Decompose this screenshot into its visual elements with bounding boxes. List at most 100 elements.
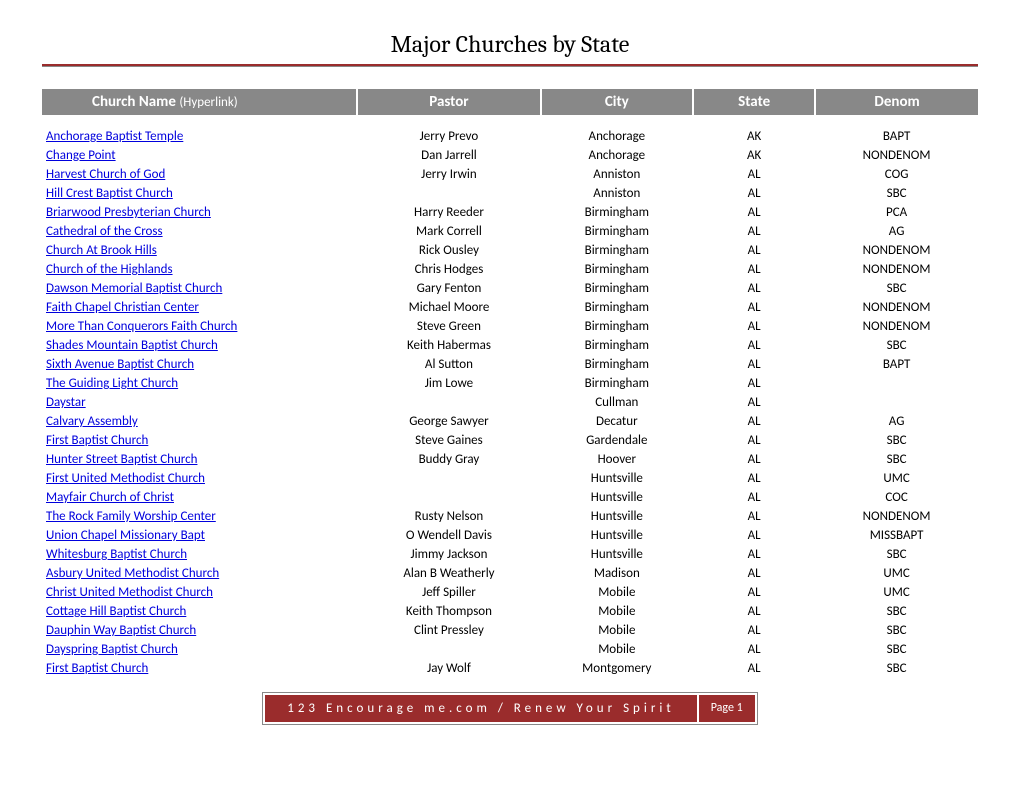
church-link[interactable]: First Baptist Church bbox=[46, 661, 148, 676]
church-link[interactable]: Whitesburg Baptist Church bbox=[46, 547, 187, 562]
cell-city: Montgomery bbox=[541, 659, 694, 678]
cell-name: Christ United Methodist Church bbox=[42, 583, 357, 602]
table-row: Whitesburg Baptist ChurchJimmy JacksonHu… bbox=[42, 545, 978, 564]
cell-name: Hunter Street Baptist Church bbox=[42, 450, 357, 469]
cell-name: More Than Conquerors Faith Church bbox=[42, 317, 357, 336]
church-link[interactable]: Harvest Church of God bbox=[46, 167, 165, 182]
cell-state: AL bbox=[693, 450, 815, 469]
col-header-pastor: Pastor bbox=[357, 89, 540, 115]
church-link[interactable]: Christ United Methodist Church bbox=[46, 585, 213, 600]
cell-denom: UMC bbox=[815, 583, 978, 602]
cell-state: AL bbox=[693, 184, 815, 203]
cell-state: AL bbox=[693, 640, 815, 659]
cell-state: AL bbox=[693, 412, 815, 431]
cell-city: Huntsville bbox=[541, 488, 694, 507]
cell-city: Mobile bbox=[541, 621, 694, 640]
church-link[interactable]: Daystar bbox=[46, 395, 86, 410]
cell-state: AL bbox=[693, 355, 815, 374]
cell-city: Birmingham bbox=[541, 222, 694, 241]
cell-city: Birmingham bbox=[541, 241, 694, 260]
cell-state: AL bbox=[693, 165, 815, 184]
church-link[interactable]: Dauphin Way Baptist Church bbox=[46, 623, 196, 638]
cell-denom: UMC bbox=[815, 469, 978, 488]
table-row: Change PointDan JarrellAnchorageAKNONDEN… bbox=[42, 146, 978, 165]
church-link[interactable]: Dawson Memorial Baptist Church bbox=[46, 281, 222, 296]
cell-state: AL bbox=[693, 602, 815, 621]
cell-city: Huntsville bbox=[541, 507, 694, 526]
cell-pastor: Michael Moore bbox=[357, 298, 540, 317]
page-title: Major Churches by State bbox=[42, 30, 978, 64]
cell-denom: SBC bbox=[815, 621, 978, 640]
cell-pastor: Keith Habermas bbox=[357, 336, 540, 355]
cell-pastor: Clint Pressley bbox=[357, 621, 540, 640]
table-row: DaystarCullmanAL bbox=[42, 393, 978, 412]
church-link[interactable]: Hunter Street Baptist Church bbox=[46, 452, 197, 467]
church-link[interactable]: Cathedral of the Cross bbox=[46, 224, 163, 239]
cell-state: AL bbox=[693, 469, 815, 488]
church-link[interactable]: First United Methodist Church bbox=[46, 471, 205, 486]
col-header-city: City bbox=[541, 89, 694, 115]
cell-state: AL bbox=[693, 279, 815, 298]
table-row: Union Chapel Missionary BaptO Wendell Da… bbox=[42, 526, 978, 545]
church-link[interactable]: Church of the Highlands bbox=[46, 262, 173, 277]
cell-name: Faith Chapel Christian Center bbox=[42, 298, 357, 317]
cell-denom: SBC bbox=[815, 640, 978, 659]
church-link[interactable]: Cottage Hill Baptist Church bbox=[46, 604, 186, 619]
cell-pastor: Chris Hodges bbox=[357, 260, 540, 279]
table-row: Dawson Memorial Baptist ChurchGary Fento… bbox=[42, 279, 978, 298]
cell-name: Change Point bbox=[42, 146, 357, 165]
cell-name: Dauphin Way Baptist Church bbox=[42, 621, 357, 640]
cell-city: Hoover bbox=[541, 450, 694, 469]
church-link[interactable]: Union Chapel Missionary Bapt bbox=[46, 528, 205, 543]
cell-pastor bbox=[357, 393, 540, 412]
church-link[interactable]: Anchorage Baptist Temple bbox=[46, 129, 183, 144]
church-link[interactable]: Briarwood Presbyterian Church bbox=[46, 205, 211, 220]
cell-state: AL bbox=[693, 507, 815, 526]
footer-text: 123 Encourage me.com / Renew Your Spirit bbox=[265, 695, 698, 722]
cell-denom: AG bbox=[815, 412, 978, 431]
church-link[interactable]: Mayfair Church of Christ bbox=[46, 490, 174, 505]
table-row: The Rock Family Worship CenterRusty Nels… bbox=[42, 507, 978, 526]
col-header-name: Church Name (Hyperlink) bbox=[42, 89, 357, 115]
cell-denom: SBC bbox=[815, 450, 978, 469]
church-link[interactable]: Hill Crest Baptist Church bbox=[46, 186, 173, 201]
cell-state: AL bbox=[693, 298, 815, 317]
cell-name: Church At Brook Hills bbox=[42, 241, 357, 260]
col-header-name-text: Church Name bbox=[92, 93, 176, 111]
col-header-denom: Denom bbox=[815, 89, 978, 115]
cell-city: Mobile bbox=[541, 583, 694, 602]
church-link[interactable]: The Rock Family Worship Center bbox=[46, 509, 216, 524]
cell-denom: SBC bbox=[815, 545, 978, 564]
title-rule bbox=[42, 64, 978, 67]
table-row: Cottage Hill Baptist ChurchKeith Thompso… bbox=[42, 602, 978, 621]
church-link[interactable]: Asbury United Methodist Church bbox=[46, 566, 219, 581]
church-link[interactable]: The Guiding Light Church bbox=[46, 376, 178, 391]
church-link[interactable]: Change Point bbox=[46, 148, 116, 163]
cell-denom: NONDENOM bbox=[815, 317, 978, 336]
table-row: Briarwood Presbyterian ChurchHarry Reede… bbox=[42, 203, 978, 222]
cell-denom bbox=[815, 374, 978, 393]
cell-state: AL bbox=[693, 393, 815, 412]
church-link[interactable]: Church At Brook Hills bbox=[46, 243, 157, 258]
cell-city: Huntsville bbox=[541, 526, 694, 545]
cell-denom: NONDENOM bbox=[815, 146, 978, 165]
cell-denom: NONDENOM bbox=[815, 241, 978, 260]
table-row: Asbury United Methodist ChurchAlan B Wea… bbox=[42, 564, 978, 583]
cell-state: AL bbox=[693, 431, 815, 450]
church-link[interactable]: More Than Conquerors Faith Church bbox=[46, 319, 237, 334]
table-row: Church At Brook HillsRick OusleyBirmingh… bbox=[42, 241, 978, 260]
table-row: First United Methodist ChurchHuntsvilleA… bbox=[42, 469, 978, 488]
church-link[interactable]: Calvary Assembly bbox=[46, 414, 138, 429]
cell-pastor: Jeff Spiller bbox=[357, 583, 540, 602]
church-link[interactable]: Dayspring Baptist Church bbox=[46, 642, 178, 657]
table-row: Calvary AssemblyGeorge SawyerDecaturALAG bbox=[42, 412, 978, 431]
church-link[interactable]: Sixth Avenue Baptist Church bbox=[46, 357, 194, 372]
cell-pastor: Dan Jarrell bbox=[357, 146, 540, 165]
church-link[interactable]: First Baptist Church bbox=[46, 433, 148, 448]
church-link[interactable]: Faith Chapel Christian Center bbox=[46, 300, 199, 315]
cell-city: Birmingham bbox=[541, 317, 694, 336]
cell-denom: SBC bbox=[815, 184, 978, 203]
table-row: Dauphin Way Baptist Church Clint Pressley… bbox=[42, 621, 978, 640]
cell-denom: SBC bbox=[815, 659, 978, 678]
church-link[interactable]: Shades Mountain Baptist Church bbox=[46, 338, 218, 353]
